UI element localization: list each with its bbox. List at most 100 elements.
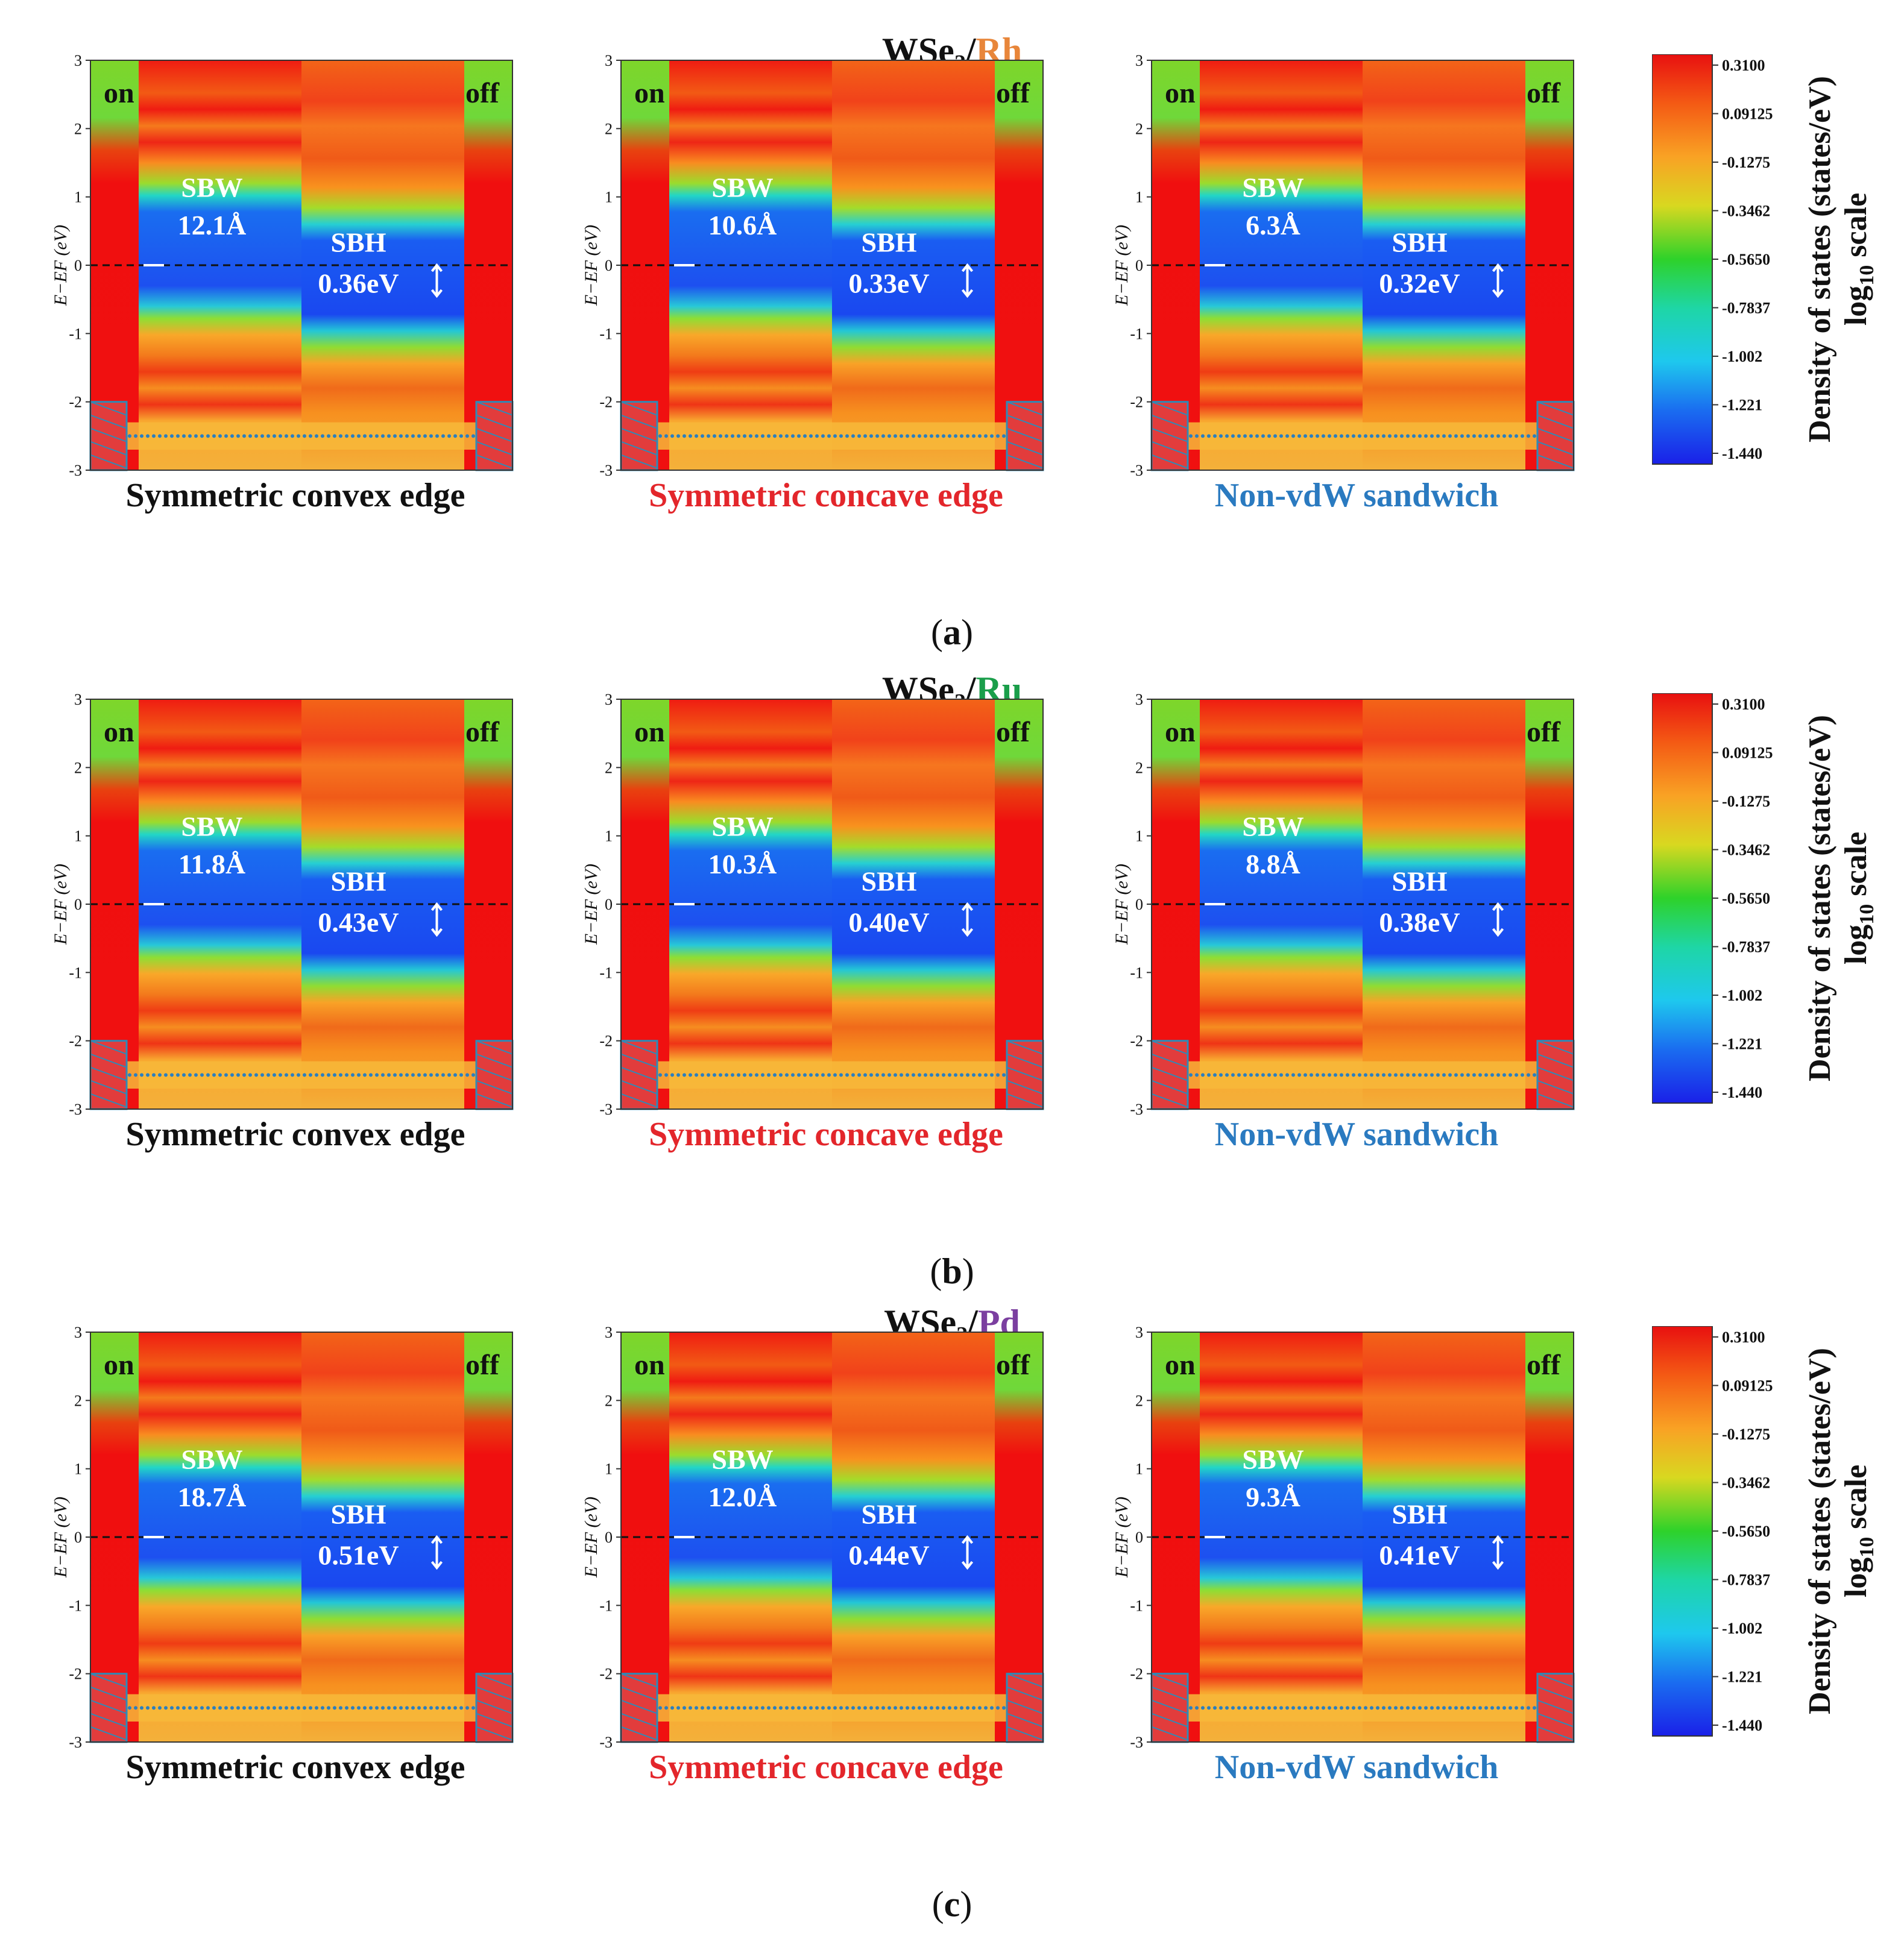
sbw-value: 6.3Å — [1246, 210, 1300, 241]
y-tick-label: -3 — [69, 1734, 82, 1748]
y-tick-label: -3 — [1130, 1734, 1143, 1748]
atomic-structure — [1150, 1040, 1575, 1110]
y-tick-label: 2 — [1135, 120, 1143, 137]
colorbar-tick-label: -1.440 — [1722, 445, 1762, 462]
colorbar-tick-label: -0.5650 — [1722, 890, 1770, 907]
y-tick-label: 2 — [1135, 1392, 1143, 1409]
sbw-label: SBW — [181, 1444, 242, 1475]
heatmap-svg: 3 2 1 0 -1 -2 -3 E−EF (eV) on off SBW 6.3Å SBH 0.32eV — [1112, 54, 1575, 476]
y-axis-label: E−EF (eV) — [1112, 225, 1132, 306]
y-tick-label: -1 — [69, 964, 82, 981]
heatmap-svg: 3 2 1 0 -1 -2 -3 E−EF (eV) on off SBW 12.0Å SBH 0.44e… — [581, 1326, 1044, 1748]
panel-caption: Symmetric convex edge — [125, 1749, 465, 1786]
colorbar-tick-label: -0.7837 — [1722, 939, 1770, 956]
y-tick-label: 1 — [74, 189, 82, 206]
colorbar-label-line2: log10 scale — [1839, 832, 1878, 964]
y-tick-label: 1 — [1135, 189, 1143, 206]
y-tick-label: -3 — [599, 1734, 613, 1748]
sbh-label: SBH — [330, 227, 386, 257]
y-tick-label: 0 — [1135, 257, 1143, 274]
y-tick-label: 3 — [74, 693, 82, 708]
colorbar-tick-label: -1.221 — [1722, 1668, 1762, 1686]
atomic-structure — [620, 401, 1044, 471]
heatmap-panel-convex: 3 2 1 0 -1 -2 -3 E−EF (eV) on off SBW 18.7Å SBH 0.51e… — [24, 1326, 579, 1844]
sbw-label: SBW — [1242, 1444, 1303, 1475]
sbw-label: SBW — [711, 811, 773, 842]
sbw-value: 10.3Å — [708, 849, 777, 879]
y-axis-label: E−EF (eV) — [51, 864, 71, 945]
on-label: on — [104, 716, 134, 748]
heatmap-svg: 3 2 1 0 -1 -2 -3 E−EF (eV) on off SBW 18.7Å SBH 0.51e… — [51, 1326, 514, 1748]
y-tick-label: 2 — [74, 1392, 82, 1409]
y-tick-label: -2 — [69, 1033, 82, 1050]
y-tick-label: 3 — [605, 1326, 613, 1341]
colorbar: 0.3100 0.09125 -0.1275 -0.3462 -0.5650 -0.783… — [1651, 693, 1881, 1212]
heatmap-svg: 3 2 1 0 -1 -2 -3 E−EF (eV) on off SBW 10.6Å SBH 0.33e… — [581, 54, 1044, 476]
colorbar-tick-label: 0.3100 — [1722, 696, 1765, 713]
atomic-structure — [89, 401, 514, 471]
sbw-value: 12.0Å — [708, 1482, 777, 1512]
sbw-value: 11.8Å — [178, 849, 245, 879]
sbh-label: SBH — [1392, 1499, 1447, 1529]
colorbar-label-line2: log10 scale — [1839, 193, 1878, 326]
y-tick-label: -1 — [69, 325, 82, 342]
colorbar-tick-label: -1.221 — [1722, 1036, 1762, 1053]
sbh-value: 0.40eV — [848, 907, 929, 937]
sbw-label: SBW — [711, 1444, 773, 1475]
off-label: off — [1527, 716, 1561, 748]
sbw-label: SBW — [181, 172, 242, 203]
colorbar-tick-label: -0.1275 — [1722, 793, 1770, 810]
on-label: on — [104, 77, 134, 109]
subfigure-label: (c) — [932, 1884, 972, 1924]
off-label: off — [465, 716, 500, 748]
y-tick-label: 3 — [605, 693, 613, 708]
off-label: off — [996, 716, 1030, 748]
y-tick-label: -2 — [1130, 1665, 1143, 1683]
colorbar: 0.3100 0.09125 -0.1275 -0.3462 -0.5650 -0.783… — [1651, 54, 1881, 573]
y-axis-label: E−EF (eV) — [1112, 864, 1132, 945]
y-tick-label: -1 — [599, 1597, 613, 1614]
sbh-value: 0.33eV — [848, 268, 929, 298]
atomic-structure — [620, 1040, 1044, 1110]
colorbar-gradient — [1651, 693, 1713, 1104]
atomic-structure — [1150, 1673, 1575, 1743]
sbw-value: 12.1Å — [178, 210, 247, 241]
y-tick-label: -1 — [599, 964, 613, 981]
sbh-label: SBH — [1392, 227, 1447, 257]
heatmap-panel-convex: 3 2 1 0 -1 -2 -3 E−EF (eV) on off SBW 11.8Å SBH 0.43e… — [24, 693, 579, 1212]
y-tick-label: 3 — [1135, 1326, 1143, 1341]
panel-caption: Symmetric concave edge — [649, 1749, 1003, 1786]
y-axis-label: E−EF (eV) — [51, 1497, 71, 1578]
y-tick-label: -3 — [1130, 1101, 1143, 1115]
y-tick-label: -2 — [599, 1033, 613, 1050]
y-tick-label: -1 — [1130, 325, 1143, 342]
sbw-value: 9.3Å — [1246, 1482, 1300, 1512]
sbh-label: SBH — [861, 227, 916, 257]
colorbar-tick-label: -1.002 — [1722, 348, 1762, 365]
sbh-value: 0.44eV — [848, 1539, 929, 1570]
panel-caption: Symmetric concave edge — [649, 1116, 1003, 1153]
y-tick-label: -2 — [1130, 394, 1143, 411]
sbw-value: 8.8Å — [1246, 849, 1300, 879]
colorbar-tick-label: -0.7837 — [1722, 1571, 1770, 1589]
y-tick-label: -2 — [599, 394, 613, 411]
y-axis-label: E−EF (eV) — [581, 864, 601, 945]
colorbar-tick-label: -1.440 — [1722, 1717, 1762, 1734]
colorbar-tick-label: -0.3462 — [1722, 841, 1770, 859]
y-tick-label: 2 — [605, 1392, 613, 1409]
sbw-value: 10.6Å — [708, 210, 777, 241]
y-tick-label: 3 — [74, 54, 82, 69]
colorbar-label-line1: Density of states (states/eV) — [1803, 1348, 1837, 1714]
off-label: off — [996, 77, 1030, 109]
heatmap-panel-sandwich: 3 2 1 0 -1 -2 -3 E−EF (eV) on off SBW 6.3Å SBH 0.32eV… — [1085, 54, 1640, 573]
panel-caption: Non-vdW sandwich — [1214, 477, 1499, 514]
colorbar-tick-label: -0.3462 — [1722, 1474, 1770, 1492]
y-tick-label: 1 — [74, 1461, 82, 1478]
colorbar-tick-label: -1.002 — [1722, 1620, 1762, 1637]
panel-caption: Symmetric convex edge — [125, 1116, 465, 1153]
y-tick-label: 2 — [74, 759, 82, 776]
y-tick-label: 0 — [605, 1529, 613, 1546]
colorbar-tick-label: 0.09125 — [1722, 744, 1773, 762]
colorbar-label-line1: Density of states (states/eV) — [1803, 715, 1837, 1081]
off-label: off — [465, 1349, 500, 1381]
